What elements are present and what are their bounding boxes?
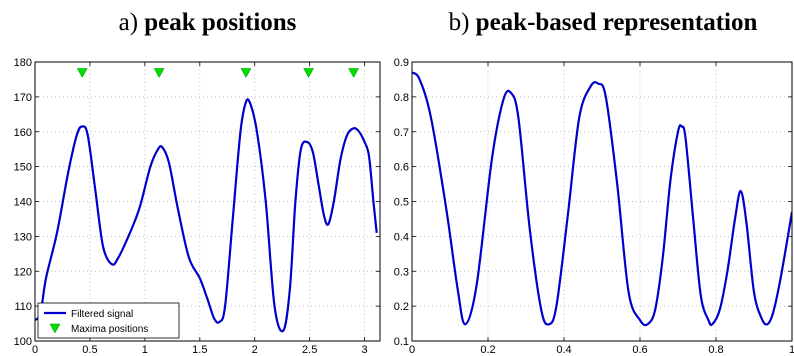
legend-label-filtered: Filtered signal [71, 309, 133, 320]
y-tick-label: 120 [14, 266, 32, 278]
x-tick-label: 0.8 [708, 344, 723, 356]
x-tick-label: 2.5 [302, 344, 317, 356]
x-tick-label: 0.2 [480, 344, 495, 356]
maxima-marker [303, 68, 315, 78]
legend-box [37, 302, 180, 339]
y-tick-label: 0.4 [394, 231, 409, 243]
y-tick-label: 0.3 [394, 266, 409, 278]
x-tick-label: 1 [142, 344, 148, 356]
y-tick-label: 0.6 [394, 162, 409, 174]
y-tick-label: 130 [14, 231, 32, 243]
maxima-marker [348, 68, 360, 78]
panel-b-title-name: peak-based representation [475, 9, 758, 36]
panel-a-title-name: peak positions [144, 9, 297, 36]
y-tick-label: 0.9 [394, 57, 409, 69]
panel-a-title-prefix: a) [118, 9, 139, 36]
panel-a-title: a) peak positions [35, 8, 380, 38]
plot-frame [34, 61, 381, 342]
x-tick-label: 1 [789, 344, 794, 356]
series-line [35, 98, 378, 333]
y-tick-label: 140 [14, 197, 32, 209]
y-tick-label: 160 [14, 127, 32, 139]
chart-peak-representation: 0 0.2 0.4 0.6 0.8 1 0.1 0.2 0.3 0.4 0.5 0.6 0.7 0.8 0.… [394, 57, 794, 356]
y-tick-label: 0.8 [394, 92, 409, 104]
x-tick-label: 3 [362, 344, 368, 356]
y-tick-label: 110 [14, 301, 32, 313]
y-tick-label: 150 [14, 162, 32, 174]
x-tick-label: 0.4 [556, 344, 571, 356]
y-tick-label: 180 [14, 57, 32, 69]
y-tick-label: 0.1 [394, 336, 409, 348]
maxima-marker [153, 68, 165, 78]
y-tick-label: 170 [14, 92, 32, 104]
y-tick-label: 0.2 [394, 301, 409, 313]
maxima-marker [76, 68, 88, 78]
x-tick-label: 0 [409, 344, 415, 356]
x-tick-label: 0.6 [632, 344, 647, 356]
panel-b-title-prefix: b) [448, 9, 470, 36]
maxima-marker [240, 68, 252, 78]
plot-frame [411, 61, 793, 342]
x-tick-label: 0 [32, 344, 38, 356]
panel-b-title: b) peak-based representation [412, 8, 794, 38]
x-tick-label: 1.5 [192, 344, 207, 356]
x-tick-label: 2 [252, 344, 258, 356]
y-tick-label: 0.5 [394, 197, 409, 209]
legend-marker-swatch [49, 323, 61, 334]
series-line [412, 71, 792, 327]
y-tick-label: 100 [14, 336, 32, 348]
legend-label-maxima: Maxima positions [71, 324, 148, 335]
chart-peak-positions: 0 0.5 1 1.5 2 2.5 3 100 110 120 130 140 150 160 170 180… [14, 57, 381, 356]
y-tick-label: 0.7 [394, 127, 409, 139]
x-tick-label: 0.5 [82, 344, 97, 356]
